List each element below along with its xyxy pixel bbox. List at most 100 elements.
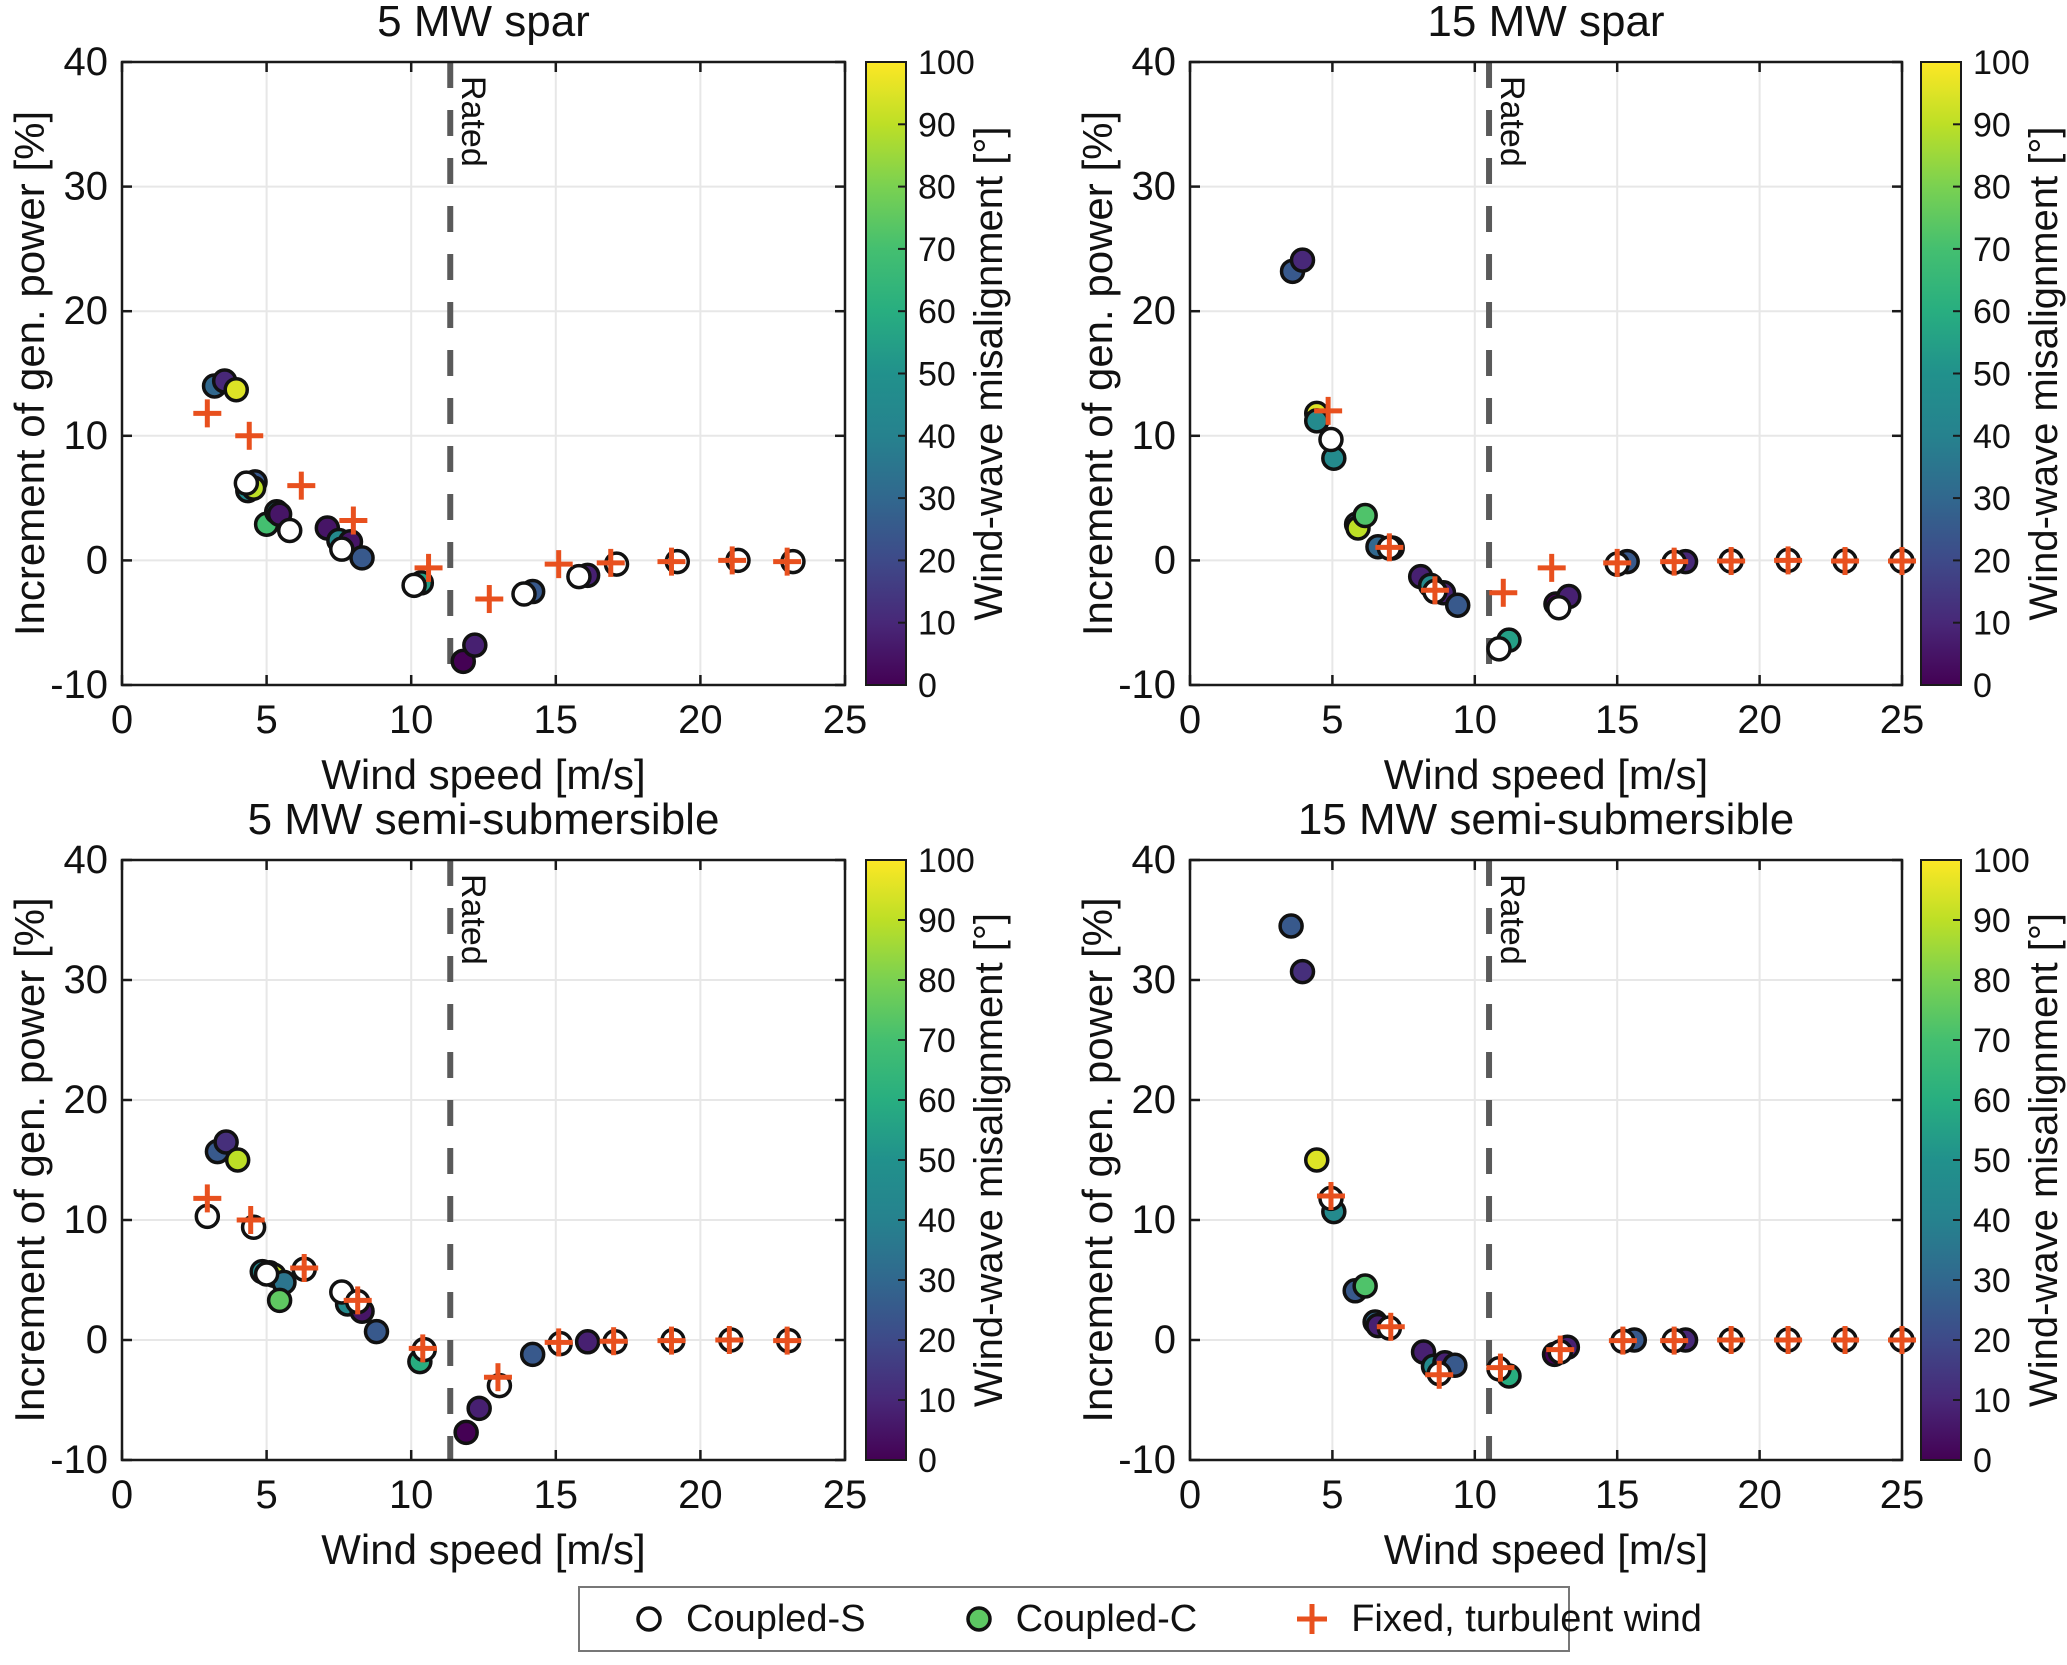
data-point-coupled-c bbox=[224, 1147, 251, 1173]
colorbar-tick-label: 90 bbox=[918, 106, 956, 144]
y-tick-label: 0 bbox=[1154, 1318, 1176, 1362]
x-tick-label: 20 bbox=[678, 1473, 723, 1517]
colorbar-tick-label: 20 bbox=[918, 1322, 956, 1360]
x-tick-label: 10 bbox=[1453, 1473, 1498, 1517]
y-tick-label: 30 bbox=[64, 165, 109, 209]
y-tick-label: 10 bbox=[64, 414, 109, 458]
data-point-fixed bbox=[1537, 553, 1566, 582]
colorbar-tick-label: 70 bbox=[1973, 231, 2011, 269]
y-tick-label: -10 bbox=[1118, 663, 1176, 707]
colorbar-tick-label: 90 bbox=[1973, 106, 2011, 144]
data-point-coupled-c bbox=[1278, 913, 1304, 939]
data-point-fixed bbox=[236, 1206, 265, 1234]
colorbar-tick-label: 90 bbox=[918, 902, 956, 940]
legend-item-coupled-s: Coupled-S bbox=[632, 1598, 866, 1641]
colorbar-tick-label: 50 bbox=[918, 1142, 956, 1180]
colorbar-tick-label: 10 bbox=[918, 1382, 956, 1420]
y-tick-label: 40 bbox=[64, 838, 109, 882]
y-tick-label: 40 bbox=[1132, 40, 1177, 84]
data-point-coupled-c bbox=[574, 1329, 601, 1355]
colorbar-tick-label: 40 bbox=[1973, 418, 2011, 456]
colorbar-label: Wind-wave misalignment [°] bbox=[2022, 913, 2066, 1407]
data-point-coupled-s bbox=[401, 572, 427, 599]
data-point-coupled-s bbox=[233, 470, 260, 496]
colorbar-tick-label: 100 bbox=[1973, 842, 2030, 880]
data-point-fixed bbox=[1717, 1326, 1746, 1354]
y-tick-label: 20 bbox=[1132, 1078, 1177, 1122]
rated-line-label: Rated bbox=[454, 874, 492, 965]
x-tick-label: 0 bbox=[1179, 1473, 1201, 1517]
y-tick-label: 20 bbox=[1132, 289, 1177, 333]
x-tick-label: 5 bbox=[255, 698, 277, 742]
y-axis-label: Increment of gen. power [%] bbox=[1074, 111, 1121, 636]
data-point-fixed bbox=[414, 553, 443, 582]
data-point-fixed bbox=[1888, 1326, 1916, 1354]
colorbar-label: Wind-wave misalignment [°] bbox=[967, 913, 1011, 1407]
plus-marker-icon bbox=[1297, 1604, 1328, 1634]
x-axis-label: Wind speed [m/s] bbox=[1384, 751, 1708, 798]
axes-box bbox=[1188, 858, 1904, 1462]
axes-box bbox=[120, 60, 847, 687]
y-tick-label: 20 bbox=[64, 1078, 109, 1122]
data-point-fixed bbox=[657, 1326, 686, 1355]
data-point-fixed bbox=[718, 546, 747, 575]
colorbar-tick-label: 80 bbox=[1973, 169, 2011, 207]
data-point-coupled-s bbox=[253, 1261, 280, 1287]
data-point-coupled-c bbox=[1289, 958, 1316, 985]
colorbar-tick-label: 60 bbox=[1973, 293, 2011, 331]
colorbar-tick-label: 100 bbox=[1973, 44, 2030, 82]
data-point-coupled-c bbox=[1289, 247, 1316, 273]
y-tick-label: 30 bbox=[1132, 165, 1177, 209]
y-axis-label: Increment of gen. power [%] bbox=[6, 897, 53, 1422]
data-point-coupled-c bbox=[266, 1287, 293, 1314]
axes-box bbox=[1188, 60, 1904, 687]
data-point-fixed bbox=[1608, 1326, 1637, 1355]
colorbar-label: Wind-wave misalignment [°] bbox=[2022, 127, 2066, 621]
plot-legend: Coupled-S Coupled-C Fixed, turbulent win… bbox=[578, 1586, 1702, 1652]
data-point-coupled-c bbox=[1352, 502, 1378, 529]
y-tick-label: 20 bbox=[64, 289, 109, 333]
data-point-fixed bbox=[596, 548, 625, 577]
data-point-coupled-c bbox=[1444, 592, 1471, 619]
y-tick-label: 30 bbox=[64, 958, 109, 1002]
colorbar-tick-label: 70 bbox=[1973, 1022, 2011, 1060]
colorbar-tick-label: 50 bbox=[1973, 1142, 2011, 1180]
colorbar-tick-label: 20 bbox=[1973, 1322, 2011, 1360]
axes-box bbox=[120, 858, 847, 1462]
x-axis-label: Wind speed [m/s] bbox=[321, 1526, 645, 1573]
x-tick-label: 15 bbox=[534, 698, 579, 742]
data-point-coupled-s bbox=[1486, 636, 1512, 662]
colorbar-tick-label: 100 bbox=[918, 44, 975, 82]
filled-circle-icon bbox=[965, 1606, 992, 1632]
data-point-coupled-s bbox=[511, 581, 537, 607]
colorbar-tick-label: 30 bbox=[918, 480, 956, 518]
data-point-fixed bbox=[339, 506, 368, 535]
x-axis-label: Wind speed [m/s] bbox=[321, 751, 645, 798]
data-point-fixed bbox=[1375, 533, 1404, 562]
x-tick-label: 25 bbox=[1880, 1473, 1925, 1517]
data-point-fixed bbox=[287, 471, 316, 500]
y-tick-label: -10 bbox=[50, 663, 108, 707]
plot-title: 5 MW spar bbox=[377, 0, 590, 46]
y-tick-label: 10 bbox=[1132, 1198, 1177, 1242]
y-tick-label: 10 bbox=[1132, 414, 1177, 458]
legend-label-fixed: Fixed, turbulent wind bbox=[1351, 1597, 1702, 1640]
colorbar-tick-label: 40 bbox=[1973, 1202, 2011, 1240]
colorbar-label: Wind-wave misalignment [°] bbox=[967, 127, 1011, 621]
colorbar-tick-label: 30 bbox=[1973, 1262, 2011, 1300]
y-axis-label: Increment of gen. power [%] bbox=[6, 111, 53, 636]
colorbar-tick-label: 0 bbox=[1973, 1442, 1992, 1480]
x-tick-label: 5 bbox=[1321, 698, 1343, 742]
x-tick-label: 10 bbox=[1453, 698, 1498, 742]
colorbar-tick-label: 40 bbox=[918, 1202, 956, 1240]
data-point-coupled-c bbox=[223, 376, 249, 403]
colorbar-tick-label: 70 bbox=[918, 1022, 956, 1060]
x-tick-label: 0 bbox=[111, 698, 133, 742]
plot-title: 5 MW semi-submersible bbox=[248, 795, 720, 844]
data-point-fixed bbox=[1831, 1326, 1860, 1354]
data-point-fixed bbox=[1316, 1182, 1345, 1210]
data-point-fixed bbox=[1486, 1353, 1515, 1382]
rated-line-label: Rated bbox=[454, 76, 492, 167]
y-tick-label: 0 bbox=[86, 538, 108, 582]
data-point-coupled-c bbox=[519, 1341, 546, 1368]
